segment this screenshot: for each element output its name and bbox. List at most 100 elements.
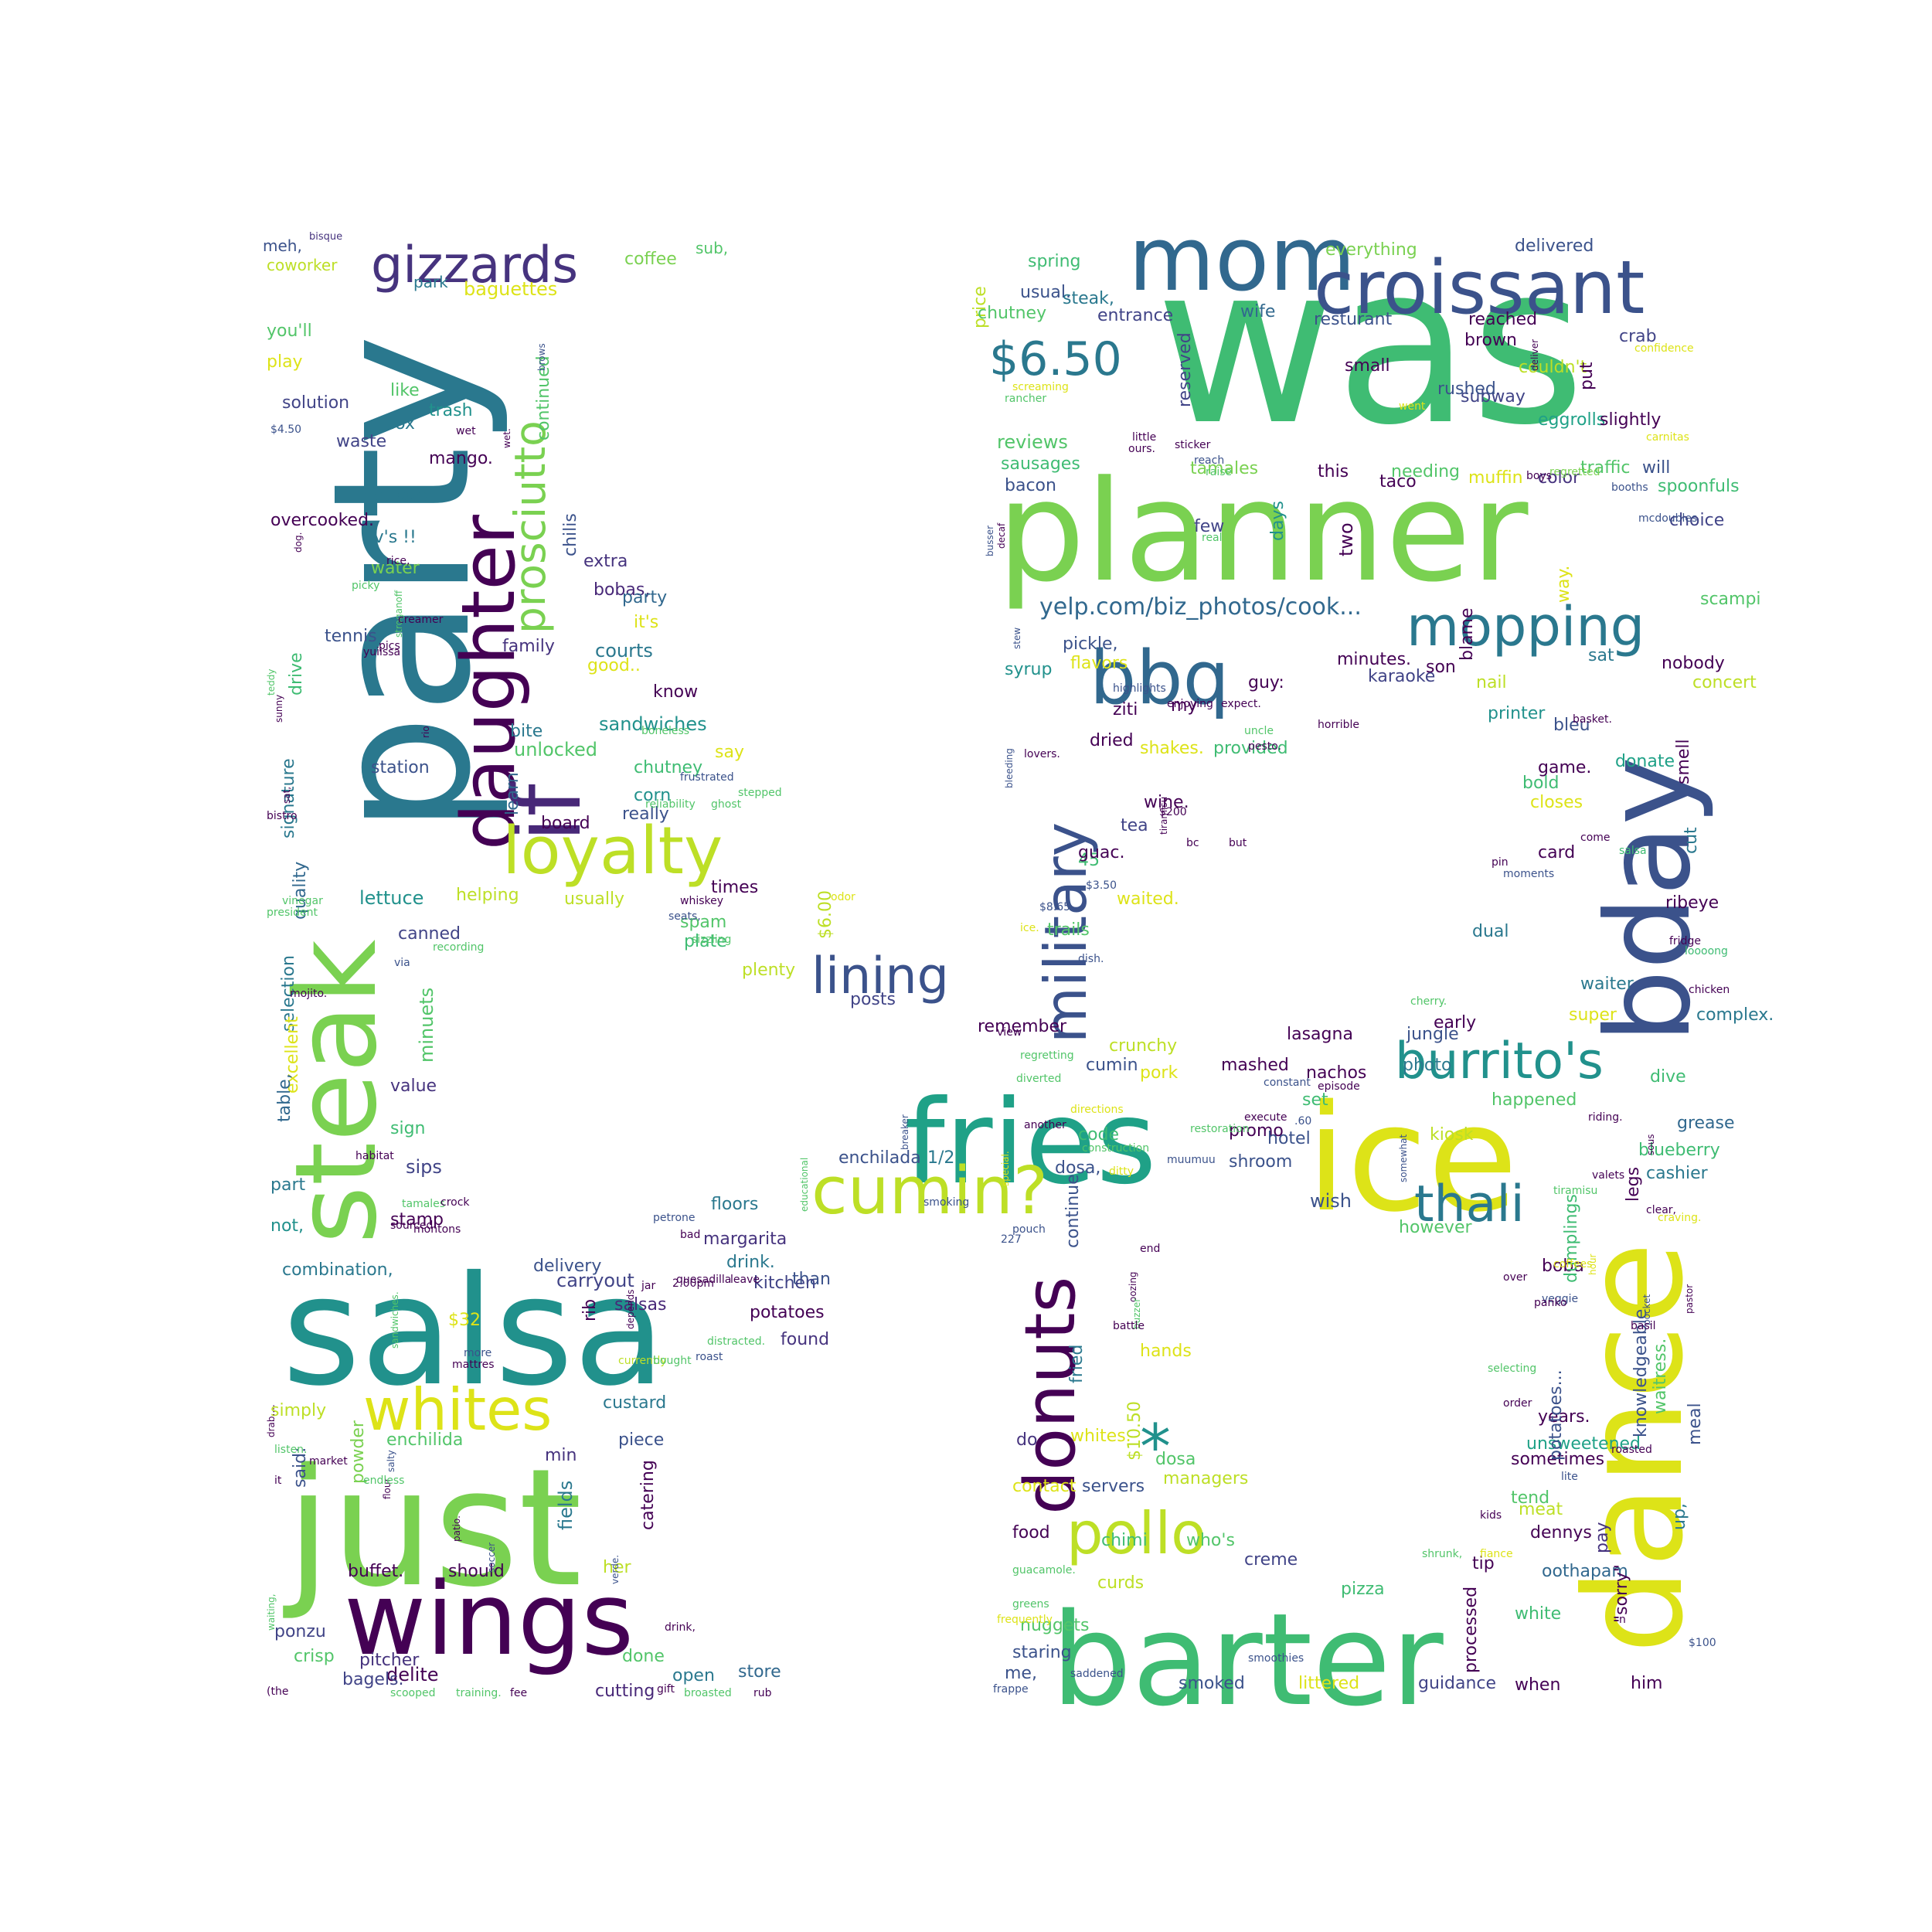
word: table, — [275, 1073, 294, 1122]
word: waited. — [1117, 889, 1179, 909]
word: price — [971, 286, 990, 328]
word: it's — [634, 613, 658, 632]
word: roast — [696, 1351, 723, 1363]
word: contact — [1012, 1477, 1077, 1496]
word: smell — [1674, 739, 1693, 784]
word: wine. — [1144, 793, 1189, 812]
word: set — [1302, 1090, 1328, 1110]
word: 2:00pm — [672, 1277, 714, 1290]
word: ice. — [1020, 922, 1039, 934]
word: reserved — [1175, 332, 1195, 407]
word: ice — [1306, 1073, 1518, 1244]
word: depends — [625, 1290, 636, 1329]
word: concert — [1692, 673, 1757, 692]
word: nail — [1476, 673, 1507, 692]
word: little — [1132, 431, 1156, 444]
word: spam — [680, 913, 726, 932]
word: horrible — [1318, 719, 1359, 731]
word: complex. — [1696, 1005, 1774, 1025]
word: (the — [267, 1685, 288, 1698]
word: trash — [429, 401, 473, 420]
word: crisp — [294, 1647, 335, 1666]
word: mashed — [1221, 1056, 1289, 1075]
word: 227 — [1001, 1233, 1022, 1246]
word: meal — [1685, 1403, 1705, 1445]
word: plate — [684, 932, 727, 951]
word: tiramisu — [1158, 797, 1169, 835]
word: reviews — [997, 431, 1068, 453]
word: fee — [510, 1687, 527, 1699]
word: salty — [386, 1450, 396, 1472]
word: sourced — [390, 1219, 433, 1232]
word: mcdoubles — [1638, 512, 1697, 525]
word: saddened — [1070, 1668, 1124, 1680]
word: carryout — [556, 1270, 634, 1291]
word: real — [1202, 532, 1223, 544]
word: barter — [1051, 1586, 1444, 1734]
word: oothapam — [1542, 1562, 1628, 1581]
word: battle — [1113, 1320, 1145, 1332]
word: bagels. — [342, 1670, 404, 1689]
word: me, — [1005, 1664, 1037, 1683]
word: guacamole. — [1012, 1564, 1076, 1577]
word: her — [603, 1558, 631, 1577]
word: pocket — [1641, 1294, 1652, 1325]
word: bleu — [1553, 716, 1590, 735]
word: .60 — [1294, 1115, 1311, 1128]
word: delite — [386, 1664, 439, 1685]
word: drab.... — [266, 1404, 277, 1437]
word: should — [448, 1562, 505, 1581]
word: via — [394, 957, 410, 969]
word: thali — [1414, 1175, 1525, 1233]
word: confidence — [1634, 342, 1694, 355]
word: dive — [1650, 1067, 1686, 1087]
word: somewhat — [1398, 1134, 1409, 1182]
word: this — [1318, 462, 1349, 481]
word: usually — [564, 889, 624, 909]
word: small — [1345, 356, 1390, 376]
word: enchilada — [838, 1148, 921, 1168]
word: military — [1032, 822, 1100, 1043]
word: hotel — [1267, 1129, 1311, 1148]
word: lettuce — [359, 887, 423, 909]
word: muffin — [1468, 468, 1523, 488]
word: guy: — [1248, 673, 1284, 692]
word: seats, — [668, 910, 701, 923]
word: it — [274, 1475, 282, 1487]
word: put — [1577, 362, 1597, 390]
word: brown — [1464, 331, 1517, 350]
word: guac. — [1078, 843, 1124, 862]
word: shakes. — [1140, 739, 1204, 758]
word: come — [1580, 832, 1611, 844]
word: catering — [638, 1460, 658, 1530]
word: continue — [1063, 1174, 1083, 1248]
word: fridge — [1669, 935, 1701, 947]
word: restoration — [1190, 1123, 1250, 1135]
word: shrunk, — [1422, 1548, 1462, 1560]
word: panko — [1534, 1297, 1567, 1309]
word: trails — [1047, 920, 1090, 940]
word: ditty — [1109, 1165, 1134, 1178]
word: rio — [420, 726, 431, 738]
word: shroom — [1229, 1152, 1292, 1172]
word: mom — [1128, 208, 1355, 311]
word: you'll — [267, 321, 312, 341]
word: steak — [271, 940, 402, 1244]
word: way. — [1554, 566, 1573, 603]
word: dumplings — [1562, 1194, 1581, 1283]
word: 1/2 — [927, 1148, 954, 1168]
word: cumin? — [811, 1153, 1048, 1230]
word: whites. — [1070, 1427, 1131, 1446]
word: mango. — [429, 449, 493, 468]
word: buzzer — [1131, 1298, 1142, 1329]
word: donuts — [1010, 1277, 1091, 1515]
word: choice — [1669, 511, 1724, 530]
word: selecting — [1488, 1362, 1536, 1375]
word: sticker — [1175, 439, 1211, 451]
word: who's — [1186, 1531, 1235, 1550]
word: board — [541, 814, 590, 833]
word: sign — [390, 1119, 425, 1138]
word: powder — [349, 1420, 368, 1484]
word: flavors — [1070, 654, 1128, 673]
word: excellent — [283, 1016, 302, 1094]
